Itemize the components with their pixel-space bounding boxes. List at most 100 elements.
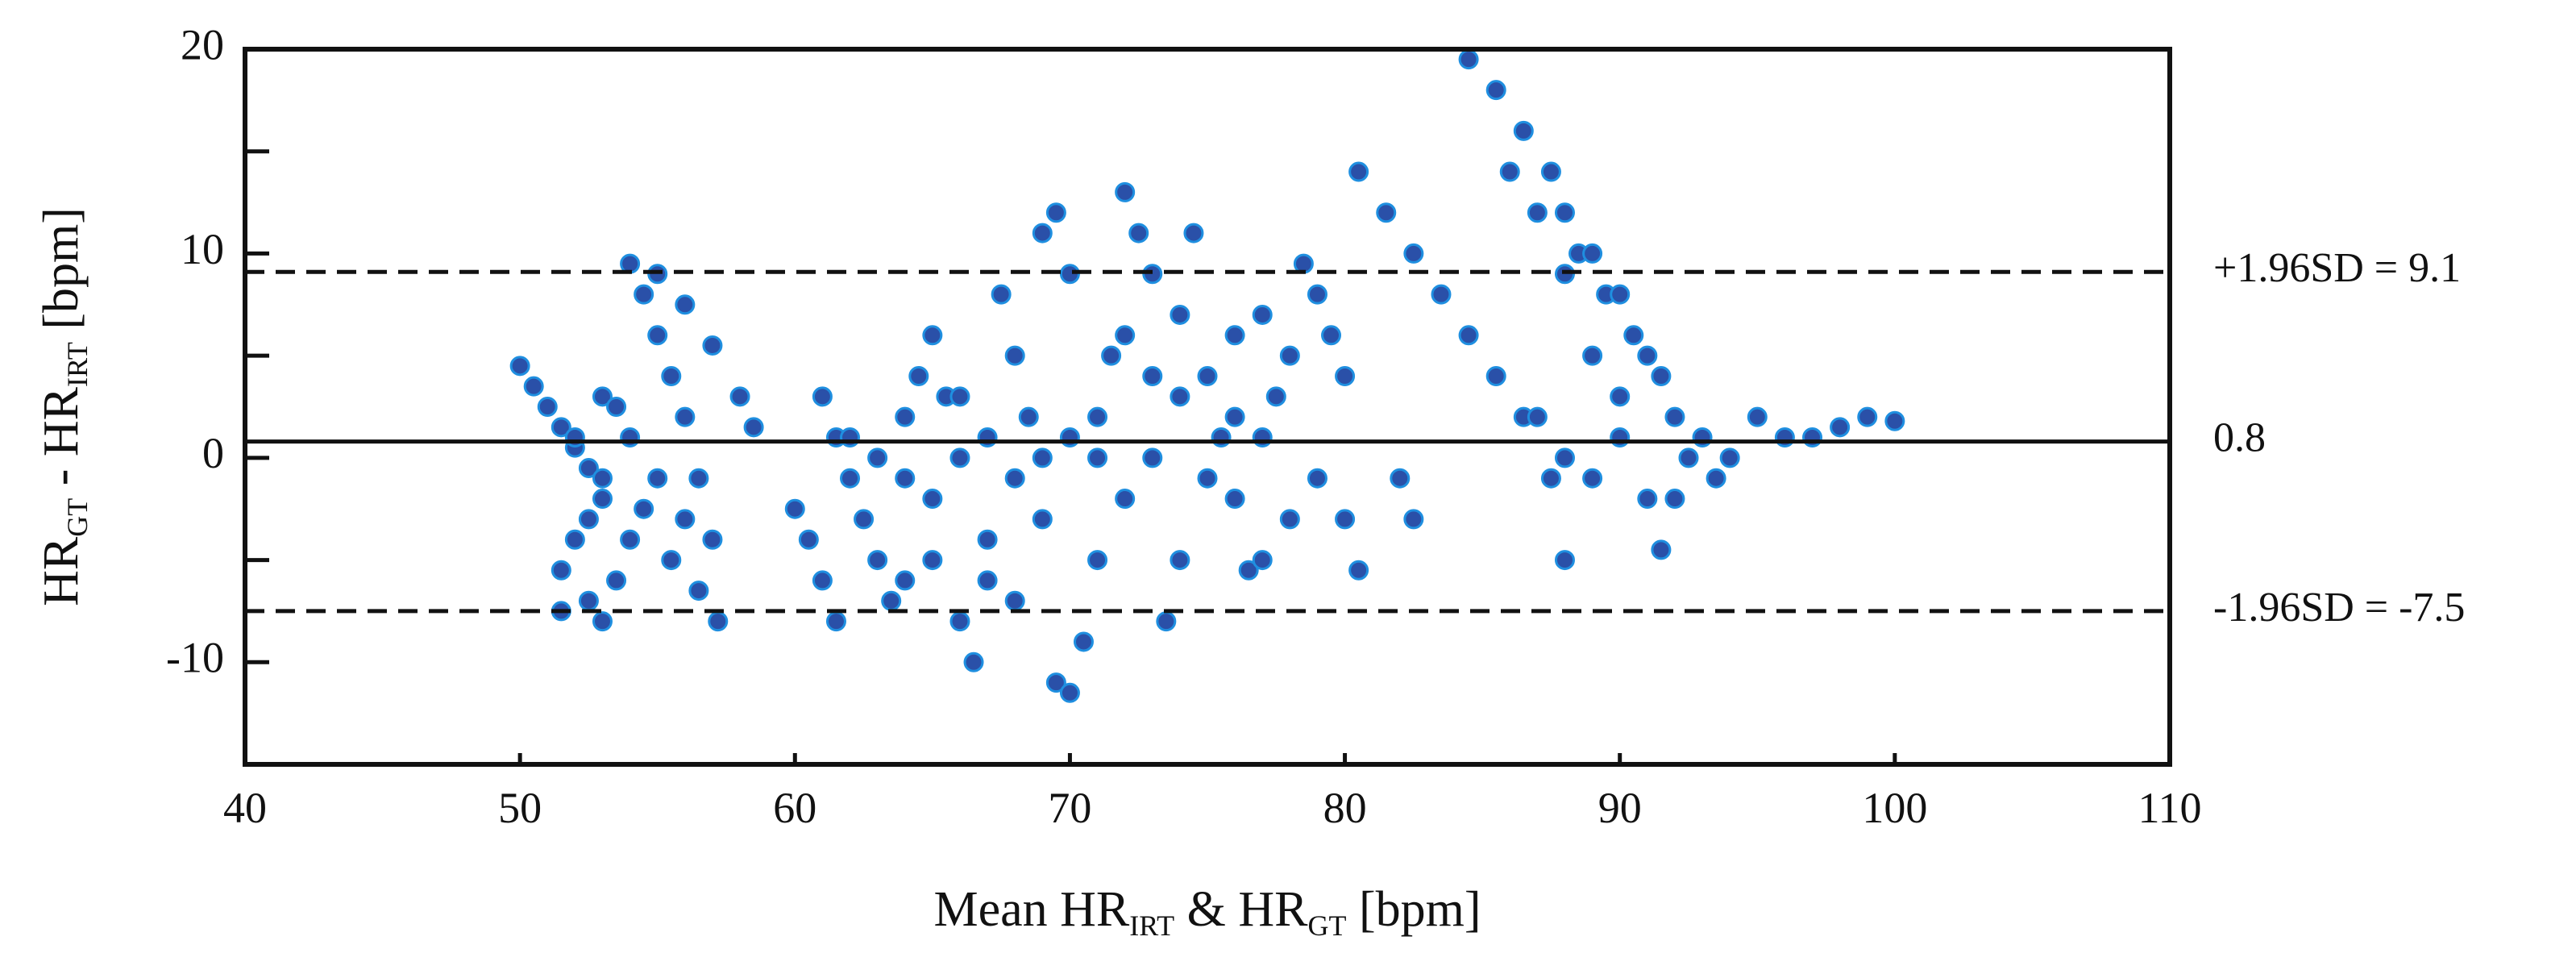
- data-point: [1279, 509, 1300, 530]
- data-point: [1485, 80, 1506, 101]
- data-point: [1197, 468, 1218, 489]
- data-point: [1335, 365, 1356, 386]
- data-point: [675, 509, 696, 530]
- data-point: [1747, 406, 1768, 427]
- data-point: [867, 447, 888, 468]
- data-point: [1045, 672, 1066, 693]
- data-point: [977, 427, 998, 448]
- label-part: & HR: [1174, 882, 1308, 937]
- data-point: [1059, 264, 1080, 285]
- data-point: [537, 397, 558, 417]
- data-point: [647, 468, 668, 489]
- data-point: [1554, 550, 1575, 571]
- data-point: [1884, 410, 1905, 431]
- data-point: [1004, 468, 1025, 489]
- data-point: [620, 427, 641, 448]
- data-point: [1252, 427, 1273, 448]
- data-point: [688, 581, 709, 601]
- data-point: [592, 468, 613, 489]
- data-point: [895, 468, 916, 489]
- data-point: [1170, 304, 1190, 325]
- data-point: [729, 386, 750, 407]
- data-point: [647, 325, 668, 346]
- label-part: Mean HR: [933, 882, 1129, 937]
- data-point: [1197, 365, 1218, 386]
- data-point: [949, 611, 970, 632]
- x-axis-label: Mean HRIRT & HRGT [bpm]: [933, 882, 1481, 942]
- data-point: [1211, 427, 1232, 448]
- reference-label: 0.8: [2213, 415, 2266, 461]
- data-point: [564, 427, 585, 448]
- data-point: [1045, 202, 1066, 223]
- data-point: [509, 356, 530, 377]
- data-point: [592, 386, 613, 407]
- data-point: [743, 417, 764, 438]
- data-point: [1115, 181, 1136, 202]
- data-point: [922, 550, 943, 571]
- data-point: [1335, 509, 1356, 530]
- data-point: [1582, 243, 1603, 264]
- data-point: [1458, 325, 1479, 346]
- data-point: [895, 406, 916, 427]
- data-point: [1458, 49, 1479, 70]
- data-point: [1582, 345, 1603, 366]
- data-point: [592, 611, 613, 632]
- data-point: [1485, 365, 1506, 386]
- data-point: [1637, 345, 1658, 366]
- data-point: [1678, 447, 1699, 468]
- data-point: [1224, 325, 1245, 346]
- data-point: [1348, 161, 1369, 182]
- data-point: [1499, 161, 1520, 182]
- data-point: [1623, 325, 1644, 346]
- data-point: [1527, 406, 1548, 427]
- data-point: [1554, 264, 1575, 285]
- data-point: [592, 489, 613, 510]
- data-point: [1115, 325, 1136, 346]
- data-point: [606, 397, 627, 417]
- data-point: [1142, 365, 1163, 386]
- reference-label: -1.96SD = -7.5: [2213, 585, 2465, 631]
- data-point: [1101, 345, 1122, 366]
- data-point: [922, 489, 943, 510]
- data-point: [1651, 365, 1672, 386]
- data-point: [977, 529, 998, 550]
- data-point: [1403, 243, 1424, 264]
- data-point: [1032, 509, 1053, 530]
- y-tick-label: 10: [181, 225, 224, 273]
- data-point: [1059, 427, 1080, 448]
- label-part: HR: [34, 536, 89, 606]
- y-tick-label: 0: [202, 429, 224, 477]
- data-point: [1719, 447, 1740, 468]
- data-point: [1431, 284, 1452, 305]
- data-point: [523, 376, 544, 397]
- y-tick-label: 20: [181, 20, 224, 69]
- data-point: [578, 590, 599, 611]
- data-point: [949, 386, 970, 407]
- subscript: GT: [1307, 909, 1346, 942]
- data-point: [1307, 284, 1327, 305]
- data-point: [1224, 489, 1245, 510]
- data-point: [812, 386, 833, 407]
- data-point: [1279, 345, 1300, 366]
- data-point: [922, 325, 943, 346]
- data-point: [1265, 386, 1286, 407]
- x-tick-label: 110: [2138, 784, 2202, 832]
- reference-label: +1.96SD = 9.1: [2213, 245, 2461, 291]
- data-point: [991, 284, 1012, 305]
- data-point: [908, 365, 929, 386]
- data-point: [1582, 468, 1603, 489]
- data-point: [895, 570, 916, 591]
- data-point: [977, 570, 998, 591]
- data-point: [949, 447, 970, 468]
- data-point: [675, 294, 696, 315]
- y-tick-label: -10: [166, 634, 224, 682]
- data-point: [675, 406, 696, 427]
- data-point: [812, 570, 833, 591]
- data-point: [1115, 489, 1136, 510]
- data-point: [1170, 550, 1190, 571]
- label-part: [bpm]: [1346, 882, 1481, 937]
- data-point: [688, 468, 709, 489]
- y-axis-label: HRGT - HRIRT [bpm]: [34, 207, 93, 606]
- x-tick-label: 50: [498, 784, 542, 832]
- data-point: [1706, 468, 1726, 489]
